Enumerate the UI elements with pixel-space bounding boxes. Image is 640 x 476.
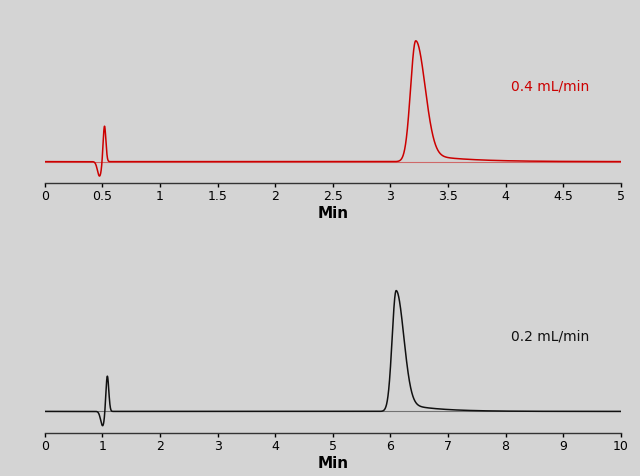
X-axis label: Min: Min [317, 456, 348, 471]
Text: 0.4 mL/min: 0.4 mL/min [511, 79, 589, 94]
X-axis label: Min: Min [317, 206, 348, 221]
Text: 0.2 mL/min: 0.2 mL/min [511, 329, 589, 344]
